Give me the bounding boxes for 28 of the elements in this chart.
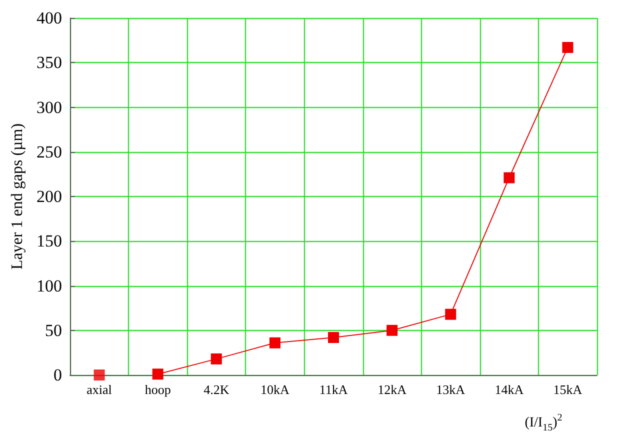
x-tick-label: 11kA — [319, 382, 348, 397]
y-tick-label: 50 — [45, 320, 62, 340]
x-tick-label: 4.2K — [204, 382, 230, 397]
y-tick-label: 200 — [36, 187, 62, 206]
x-tick-label: 10kA — [260, 382, 290, 397]
y-tick-label: 300 — [36, 98, 62, 117]
y-tick-label: 0 — [54, 366, 62, 384]
point — [210, 353, 222, 364]
y-tick-label: 150 — [36, 232, 62, 251]
point — [445, 308, 456, 320]
y-tick-label: 350 — [36, 53, 62, 72]
x-tick-label: axial — [86, 382, 112, 397]
point — [328, 332, 339, 344]
point — [386, 324, 398, 336]
x-tick-label: 12kA — [378, 382, 408, 397]
x-tick-label: 15kA — [553, 382, 583, 397]
point — [504, 172, 515, 184]
y-tick-label: 400 — [36, 8, 62, 28]
point — [562, 42, 574, 53]
y-axis-title: Layer 1 end gaps (µm) — [9, 123, 26, 270]
point — [269, 337, 280, 348]
y-tick-label: 100 — [36, 276, 62, 296]
point — [152, 368, 164, 380]
y-tick-label: 250 — [36, 142, 62, 162]
x-tick-label: 14kA — [494, 382, 524, 397]
x-tick-label: 13kA — [436, 382, 466, 397]
x-tick-label: hoop — [144, 382, 171, 397]
point — [94, 370, 105, 380]
